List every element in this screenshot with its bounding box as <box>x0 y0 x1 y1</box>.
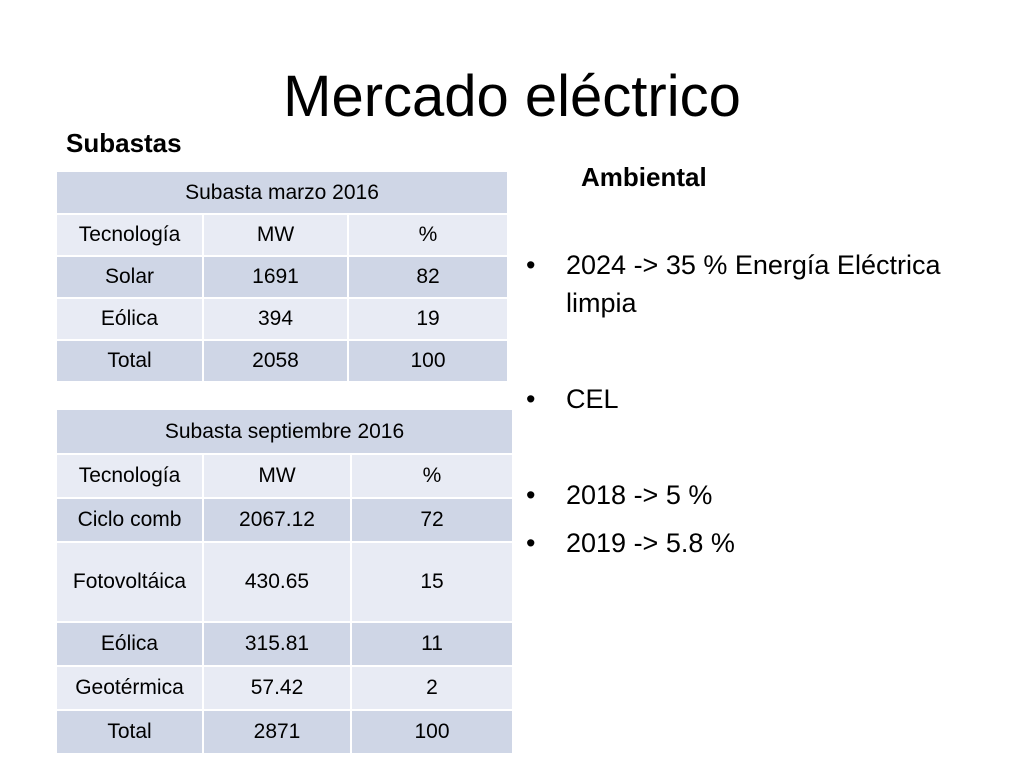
list-item: • 2019 -> 5.8 % <box>520 524 1000 562</box>
table-cell: Geotérmica <box>57 666 204 711</box>
ambiental-heading: Ambiental <box>581 162 707 192</box>
table-cell: 430.65 <box>203 542 352 623</box>
table-cell: 19 <box>348 298 510 341</box>
table-row: Solar 1691 82 <box>57 256 510 299</box>
bullet-icon: • <box>526 250 536 280</box>
column-header: Tecnología <box>57 454 204 499</box>
table-cell: Ciclo comb <box>57 498 204 543</box>
table-caption: Subasta marzo 2016 <box>57 172 510 215</box>
table-cell: 2067.12 <box>203 498 352 543</box>
column-header: % <box>351 454 514 499</box>
table-cell: 100 <box>351 710 514 755</box>
table-cell: Total <box>57 340 204 383</box>
auction-september-table: Subasta septiembre 2016 Tecnología MW % … <box>57 410 514 755</box>
table-row: Eólica 394 19 <box>57 298 510 341</box>
bullet-icon: • <box>526 480 536 510</box>
bullet-text: 2019 -> 5.8 % <box>566 528 735 558</box>
auction-march-table: Subasta marzo 2016 Tecnología MW % Solar… <box>57 172 510 383</box>
table-cell: Total <box>57 710 204 755</box>
list-item: • CEL <box>520 380 1000 418</box>
table-cell: 72 <box>351 498 514 543</box>
table-cell: 1691 <box>203 256 349 299</box>
column-header: MW <box>203 454 352 499</box>
subastas-heading: Subastas <box>66 128 182 158</box>
table-caption: Subasta septiembre 2016 <box>57 410 514 455</box>
table-row: Total 2871 100 <box>57 710 514 755</box>
table-cell: Solar <box>57 256 204 299</box>
table-header-row: Tecnología MW % <box>57 454 514 499</box>
table-cell: 100 <box>348 340 510 383</box>
bullet-icon: • <box>526 528 536 558</box>
column-header: Tecnología <box>57 214 204 257</box>
bullet-icon: • <box>526 384 536 414</box>
bullet-text: 2018 -> 5 % <box>566 480 713 510</box>
table-cell: Fotovoltáica <box>57 542 204 623</box>
table-row: Ciclo comb 2067.12 72 <box>57 498 514 543</box>
table-cell: 11 <box>351 622 514 667</box>
list-item: • 2024 -> 35 % Energía Eléctrica limpia <box>520 246 1000 322</box>
table-cell: 2871 <box>203 710 352 755</box>
table-cell: Eólica <box>57 298 204 341</box>
table-cell: 394 <box>203 298 349 341</box>
table-cell: Eólica <box>57 622 204 667</box>
slide-title: Mercado eléctrico <box>283 64 741 129</box>
table-cell: 315.81 <box>203 622 352 667</box>
table-cell: 2058 <box>203 340 349 383</box>
table-row: Total 2058 100 <box>57 340 510 383</box>
table-row: Fotovoltáica 430.65 15 <box>57 542 514 623</box>
table-header-row: Tecnología MW % <box>57 214 510 257</box>
table-caption-row: Subasta septiembre 2016 <box>57 410 514 455</box>
ambiental-bullet-list: • 2024 -> 35 % Energía Eléctrica limpia … <box>520 246 1000 562</box>
table-cell: 82 <box>348 256 510 299</box>
column-header: % <box>348 214 510 257</box>
column-header: MW <box>203 214 349 257</box>
table-cell: 57.42 <box>203 666 352 711</box>
bullet-text: CEL <box>566 384 619 414</box>
table-row: Geotérmica 57.42 2 <box>57 666 514 711</box>
bullet-text: 2024 -> 35 % Energía Eléctrica limpia <box>566 250 941 318</box>
list-item: • 2018 -> 5 % <box>520 476 1000 514</box>
table-cell: 15 <box>351 542 514 623</box>
table-caption-row: Subasta marzo 2016 <box>57 172 510 215</box>
table-cell: 2 <box>351 666 514 711</box>
table-row: Eólica 315.81 11 <box>57 622 514 667</box>
